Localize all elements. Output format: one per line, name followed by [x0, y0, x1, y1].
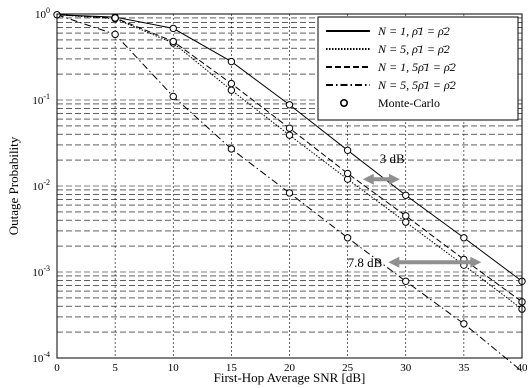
- annotation-arrowhead-left: [363, 174, 374, 185]
- annotation-arrowhead-right: [470, 257, 481, 268]
- monte-carlo-marker: [344, 235, 350, 241]
- legend-label-3: N = 1, 5ρ̄1 = ρ̄2: [377, 60, 456, 74]
- monte-carlo-marker: [286, 190, 292, 196]
- annotation-arrowhead-left: [388, 257, 399, 268]
- monte-carlo-marker: [228, 87, 234, 93]
- monte-carlo-marker: [403, 219, 409, 225]
- monte-carlo-marker: [461, 321, 467, 327]
- monte-carlo-marker: [170, 93, 176, 99]
- y-axis-label: Outage Probability: [6, 136, 21, 235]
- y-tick-label: 10-3: [32, 264, 50, 279]
- x-tick-label: 40: [517, 362, 528, 374]
- y-tick-label: 10-1: [32, 92, 50, 107]
- x-tick-label: 35: [458, 362, 470, 374]
- annotation-label: 3 dB: [380, 151, 405, 166]
- monte-carlo-marker: [344, 170, 350, 176]
- legend: N = 1, ρ̄1 = ρ̄2 N = 5, ρ̄1 = ρ̄2 N = 1, 5…: [318, 17, 518, 120]
- legend-label-4: N = 5, 5ρ̄1 = ρ̄2: [377, 78, 456, 92]
- x-tick-label: 0: [54, 362, 60, 374]
- y-tick-label: 10-2: [32, 178, 50, 193]
- monte-carlo-marker: [228, 80, 234, 86]
- legend-label-monte-carlo: Monte-Carlo: [378, 96, 440, 110]
- x-axis-label: First-Hop Average SNR [dB]: [214, 370, 366, 385]
- monte-carlo-marker: [112, 31, 118, 37]
- legend-marker: [341, 100, 347, 106]
- annotation-arrowhead-right: [389, 174, 400, 185]
- monte-carlo-marker: [403, 213, 409, 219]
- monte-carlo-marker: [228, 146, 234, 152]
- monte-carlo-marker: [403, 192, 409, 198]
- legend-label-1: N = 1, ρ̄1 = ρ̄2: [377, 24, 450, 38]
- y-tick-label: 10-4: [32, 350, 50, 365]
- monte-carlo-marker: [286, 132, 292, 138]
- x-tick-label: 30: [400, 362, 412, 374]
- monte-carlo-marker: [344, 147, 350, 153]
- monte-carlo-marker: [286, 102, 292, 108]
- monte-carlo-marker: [403, 278, 409, 284]
- x-tick-label: 10: [168, 362, 180, 374]
- annotation-label: 7.8 dB: [348, 255, 383, 270]
- monte-carlo-marker: [112, 15, 118, 21]
- y-tick-label: 100: [35, 6, 50, 21]
- monte-carlo-marker: [170, 38, 176, 44]
- x-tick-label: 5: [112, 362, 118, 374]
- monte-carlo-marker: [286, 125, 292, 131]
- monte-carlo-marker: [228, 58, 234, 64]
- monte-carlo-marker: [170, 25, 176, 31]
- monte-carlo-marker: [461, 235, 467, 241]
- legend-label-2: N = 5, ρ̄1 = ρ̄2: [377, 42, 450, 56]
